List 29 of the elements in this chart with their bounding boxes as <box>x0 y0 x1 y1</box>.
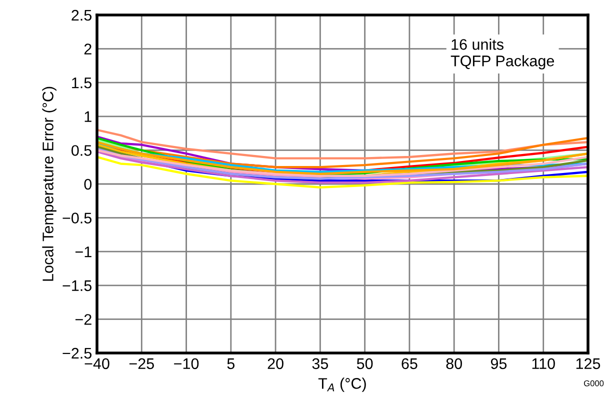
x-tick-label: 110 <box>532 358 555 370</box>
x-tick-label: 80 <box>446 358 462 370</box>
y-tick-label: −2 <box>75 314 92 325</box>
line-series <box>97 156 588 188</box>
x-tick-label: 35 <box>312 358 328 370</box>
x-tick-label: −10 <box>174 358 199 370</box>
y-tick-label: −0.5 <box>62 212 92 224</box>
y-tick-label: −1.5 <box>62 280 92 292</box>
y-tick-label: 2 <box>84 44 92 54</box>
y-tick-label: −1 <box>75 246 92 258</box>
x-tick-label: 125 <box>576 358 600 370</box>
y-tick-label: 0.5 <box>72 145 92 156</box>
x-tick-label: −25 <box>129 358 154 370</box>
y-tick-label: 1 <box>84 111 92 122</box>
y-tick-label: 1.5 <box>72 78 92 88</box>
y-tick-label: 0 <box>84 178 92 190</box>
x-tick-label: 50 <box>356 358 373 370</box>
x-tick-label: 5 <box>227 358 235 370</box>
line-series <box>97 128 588 160</box>
y-tick-label: 2.5 <box>72 10 92 21</box>
y-tick-label: −2.5 <box>62 348 92 359</box>
x-tick-label: 95 <box>490 358 507 370</box>
x-tick-label: −40 <box>84 358 110 370</box>
annotation: 16 units TQFP Package <box>450 38 554 70</box>
y-axis-title: Local Temperature Error (°C) <box>42 86 56 281</box>
x-tick-label: 65 <box>402 358 418 370</box>
x-axis-title: T$_{A}$ (°C) <box>318 378 366 392</box>
text: G000 <box>584 380 604 386</box>
x-tick-label: 20 <box>268 358 284 370</box>
